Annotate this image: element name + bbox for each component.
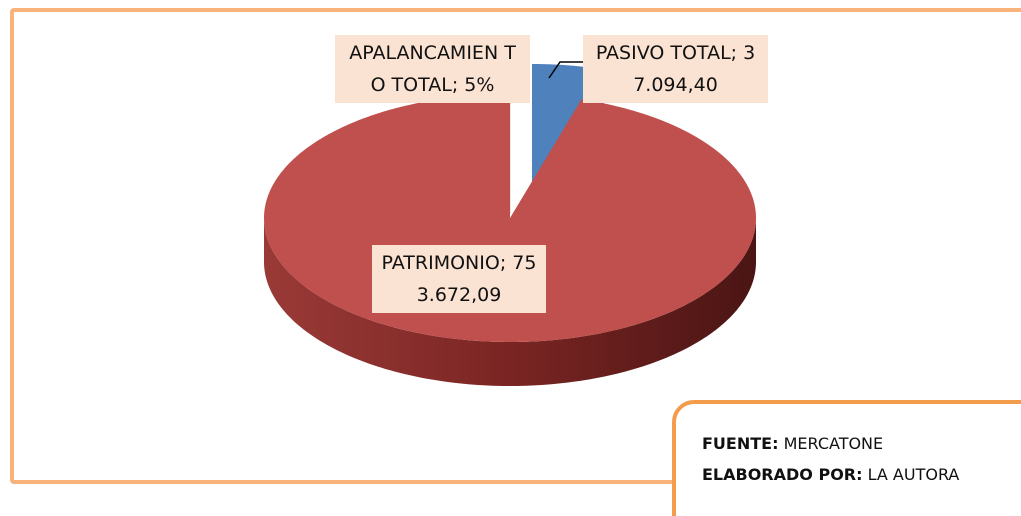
- author-label: ELABORADO POR:: [702, 465, 863, 484]
- author-line: ELABORADO POR: LA AUTORA: [702, 459, 1021, 490]
- data-label: PATRIMONIO; 753.672,09: [372, 245, 546, 313]
- leader-line: [548, 61, 583, 79]
- chart-frame: [10, 8, 1021, 484]
- author: LA AUTORA: [867, 465, 960, 484]
- source-label: FUENTE:: [702, 434, 779, 453]
- source: MERCATONE: [783, 434, 884, 453]
- data-label: PASIVO TOTAL; 37.094,40: [583, 35, 768, 103]
- data-label: APALANCAMIEN TO TOTAL; 5%: [335, 35, 530, 103]
- source-line: FUENTE: MERCATONE: [702, 428, 1021, 459]
- source-note: FUENTE: MERCATONE ELABORADO POR: LA AUTO…: [672, 400, 1021, 516]
- slice-side: [264, 218, 756, 386]
